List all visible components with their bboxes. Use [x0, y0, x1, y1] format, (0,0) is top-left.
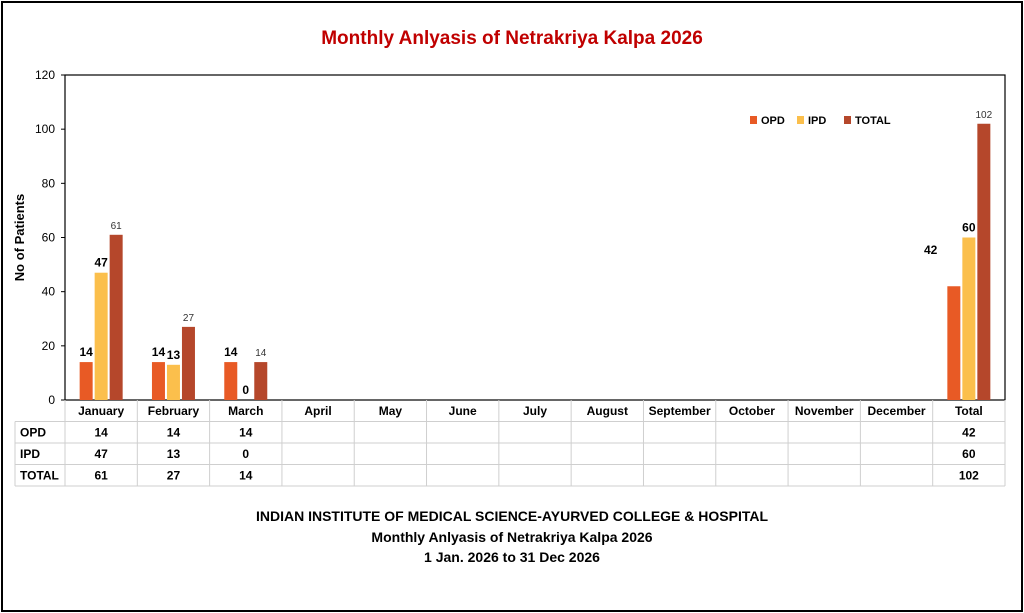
- footer-subtitle: Monthly Anlyasis of Netrakriya Kalpa 202…: [371, 529, 653, 545]
- table-cell-total: 27: [167, 469, 181, 483]
- data-label-ipd: 60: [962, 221, 976, 235]
- bar-opd-total: [947, 286, 961, 400]
- legend-label-opd: OPD: [761, 115, 785, 127]
- x-tick-label-september: September: [649, 404, 711, 418]
- x-tick-label-may: May: [379, 404, 403, 418]
- data-label-ipd: 13: [167, 348, 181, 362]
- table-cell-ipd: 60: [962, 447, 976, 461]
- bar-opd-february: [151, 362, 165, 400]
- table-cell-ipd: 47: [94, 447, 108, 461]
- data-label-total: 14: [255, 348, 267, 359]
- table-row-header-ipd: IPD: [20, 447, 40, 461]
- data-label-total: 61: [111, 221, 123, 232]
- table-row-header-opd: OPD: [20, 426, 46, 440]
- bar-opd-march: [224, 362, 238, 400]
- data-label-opd: 42: [924, 243, 938, 257]
- x-tick-label-june: June: [449, 404, 477, 418]
- table-cell-opd: 14: [167, 426, 181, 440]
- bar-ipd-total: [962, 237, 976, 400]
- data-label-opd: 14: [152, 345, 166, 359]
- bar-opd-january: [79, 362, 93, 400]
- x-tick-label-march: March: [228, 404, 263, 418]
- bar-total-total: [977, 123, 991, 400]
- x-tick-label-total: Total: [955, 404, 983, 418]
- table-cell-ipd: 0: [242, 447, 249, 461]
- bar-total-january: [109, 234, 123, 400]
- legend-label-total: TOTAL: [855, 115, 891, 127]
- table-cell-opd: 14: [239, 426, 253, 440]
- table-cell-total: 14: [239, 469, 253, 483]
- y-tick-label: 100: [35, 122, 55, 136]
- x-tick-label-november: November: [795, 404, 854, 418]
- bar-ipd-february: [166, 364, 180, 400]
- data-label-opd: 14: [79, 345, 93, 359]
- y-axis-label: No of Patients: [12, 194, 27, 281]
- chart-title: Monthly Anlyasis of Netrakriya Kalpa 202…: [321, 28, 703, 49]
- data-label-ipd: 0: [242, 383, 249, 397]
- y-tick-label: 120: [35, 68, 55, 82]
- bar-ipd-january: [94, 272, 108, 400]
- x-tick-label-october: October: [729, 404, 775, 418]
- legend-swatch-total: [844, 116, 851, 124]
- legend-swatch-opd: [750, 116, 757, 124]
- table-cell-total: 102: [959, 469, 979, 483]
- data-label-total: 27: [183, 313, 195, 324]
- x-tick-label-august: August: [587, 404, 628, 418]
- table-cell-opd: 14: [94, 426, 108, 440]
- table-cell-ipd: 13: [167, 447, 181, 461]
- footer-date-range: 1 Jan. 2026 to 31 Dec 2026: [424, 549, 600, 565]
- data-label-total: 102: [976, 110, 993, 121]
- x-tick-label-july: July: [523, 404, 547, 418]
- x-tick-label-february: February: [148, 404, 200, 418]
- data-label-ipd: 47: [94, 256, 108, 270]
- footer-institute: INDIAN INSTITUTE OF MEDICAL SCIENCE-AYUR…: [255, 508, 769, 524]
- y-tick-label: 80: [42, 176, 56, 190]
- data-label-opd: 14: [224, 345, 238, 359]
- y-tick-label: 0: [48, 393, 55, 407]
- y-tick-label: 40: [42, 285, 56, 299]
- y-tick-label: 20: [42, 339, 56, 353]
- y-tick-label: 60: [42, 231, 56, 245]
- bar-total-march: [254, 362, 268, 400]
- bar-total-february: [181, 326, 195, 400]
- x-tick-label-april: April: [304, 404, 331, 418]
- table-cell-total: 61: [94, 469, 108, 483]
- x-tick-label-january: January: [78, 404, 124, 418]
- table-cell-opd: 42: [962, 426, 976, 440]
- legend-label-ipd: IPD: [808, 115, 826, 127]
- table-row-header-total: TOTAL: [20, 469, 59, 483]
- x-tick-label-december: December: [868, 404, 926, 418]
- legend-swatch-ipd: [797, 116, 804, 124]
